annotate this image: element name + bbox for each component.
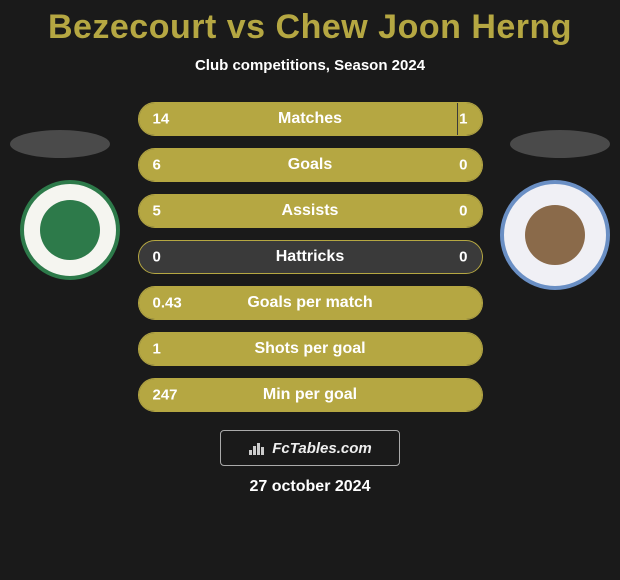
stat-label: Assists	[139, 202, 482, 220]
stat-label: Goals	[139, 156, 482, 174]
stat-value-right: 0	[459, 249, 467, 266]
stat-value-right: 0	[459, 203, 467, 220]
club-crest-left	[20, 180, 120, 280]
vs-text: vs	[227, 8, 276, 46]
player-right-shadow	[510, 130, 610, 158]
stat-label: Min per goal	[139, 386, 482, 404]
stat-row: 5Assists0	[138, 194, 483, 228]
brand-text: FcTables.com	[272, 440, 371, 457]
stat-label: Matches	[139, 110, 482, 128]
stat-row: 6Goals0	[138, 148, 483, 182]
page-title: Bezecourt vs Chew Joon Herng	[0, 0, 620, 47]
stat-value-right: 1	[459, 111, 467, 128]
subtitle: Club competitions, Season 2024	[0, 57, 620, 74]
stat-label: Shots per goal	[139, 340, 482, 358]
player-right-name: Chew Joon Herng	[276, 8, 573, 46]
stat-row: 1Shots per goal	[138, 332, 483, 366]
chart-icon	[248, 440, 268, 456]
brand-logo[interactable]: FcTables.com	[220, 430, 400, 466]
stat-label: Goals per match	[139, 294, 482, 312]
stat-row: 247Min per goal	[138, 378, 483, 412]
stat-row: 0Hattricks0	[138, 240, 483, 274]
stat-row: 14Matches1	[138, 102, 483, 136]
stat-row: 0.43Goals per match	[138, 286, 483, 320]
player-left-name: Bezecourt	[48, 8, 217, 46]
stat-value-right: 0	[459, 157, 467, 174]
footer-date: 27 october 2024	[0, 478, 620, 496]
stats-list: 14Matches16Goals05Assists00Hattricks00.4…	[138, 102, 483, 412]
club-crest-right	[500, 180, 610, 290]
player-left-shadow	[10, 130, 110, 158]
stat-label: Hattricks	[139, 248, 482, 266]
